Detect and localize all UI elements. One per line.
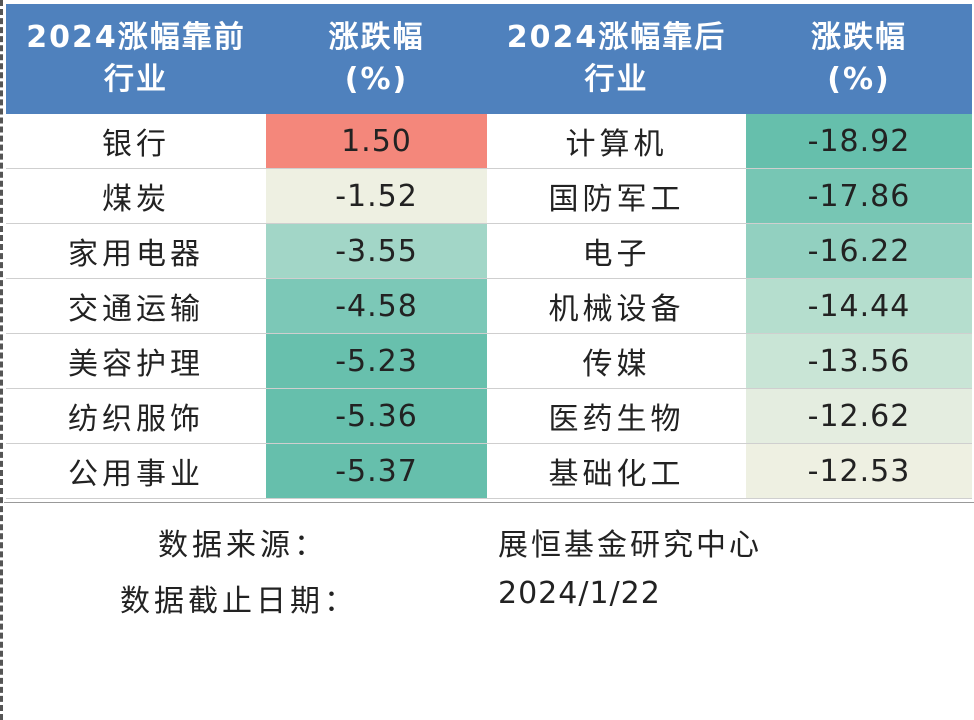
bottom-industry-name: 基础化工 bbox=[487, 443, 746, 499]
table-row: 公用事业 -5.37 基础化工 -12.53 bbox=[6, 443, 972, 499]
top-industry-name: 纺织服饰 bbox=[6, 388, 266, 444]
left-dashed-border bbox=[0, 0, 4, 720]
bottom-industry-name: 电子 bbox=[487, 223, 746, 279]
header-top-industry: 2024涨幅靠前 行业 bbox=[6, 4, 266, 114]
top-industry-name: 美容护理 bbox=[6, 333, 266, 389]
top-industry-name: 交通运输 bbox=[6, 278, 266, 334]
header-bottom-change-line1: 涨跌幅 bbox=[811, 20, 907, 55]
bottom-industry-change: -12.53 bbox=[746, 443, 972, 499]
header-bottom-change: 涨跌幅 (%) bbox=[746, 4, 972, 114]
bottom-industry-change: -13.56 bbox=[746, 333, 972, 389]
top-industry-name: 银行 bbox=[6, 114, 266, 169]
bottom-industry-change: -12.62 bbox=[746, 388, 972, 444]
header-top-industry-line1: 2024涨幅靠前 bbox=[26, 20, 246, 55]
top-industry-change: -3.55 bbox=[266, 223, 487, 279]
bottom-industry-name: 机械设备 bbox=[487, 278, 746, 334]
bottom-industry-change: -17.86 bbox=[746, 168, 972, 224]
table-bottom-divider bbox=[4, 502, 974, 503]
table-row: 交通运输 -4.58 机械设备 -14.44 bbox=[6, 278, 972, 334]
bottom-industry-name: 传媒 bbox=[487, 333, 746, 389]
bottom-industry-change: -16.22 bbox=[746, 223, 972, 279]
top-industry-name: 家用电器 bbox=[6, 223, 266, 279]
table-row: 煤炭 -1.52 国防军工 -17.86 bbox=[6, 168, 972, 224]
header-bottom-industry: 2024涨幅靠后 行业 bbox=[487, 4, 746, 114]
industry-performance-table: 2024涨幅靠前 行业 涨跌幅 (%) 2024涨幅靠后 行业 涨跌幅 (%) bbox=[6, 4, 972, 499]
top-industry-name: 煤炭 bbox=[6, 168, 266, 224]
bottom-industry-change: -18.92 bbox=[746, 114, 972, 169]
header-bottom-industry-line2: 行业 bbox=[584, 62, 649, 97]
header-bottom-industry-line1: 2024涨幅靠后 bbox=[506, 20, 727, 55]
header-bottom-change-line2: (%) bbox=[827, 62, 891, 97]
table-row: 家用电器 -3.55 电子 -16.22 bbox=[6, 223, 972, 279]
top-industry-change: -1.52 bbox=[266, 168, 487, 224]
data-cutoff-date-value: 2024/1/22 bbox=[498, 576, 661, 611]
table-header-row: 2024涨幅靠前 行业 涨跌幅 (%) 2024涨幅靠后 行业 涨跌幅 (%) bbox=[6, 4, 972, 114]
header-top-industry-line2: 行业 bbox=[104, 62, 168, 97]
top-industry-change: -5.23 bbox=[266, 333, 487, 389]
bottom-industry-name: 医药生物 bbox=[487, 388, 746, 444]
data-source-label: 数据来源： bbox=[158, 528, 328, 563]
top-industry-change: -4.58 bbox=[266, 278, 487, 334]
data-cutoff-date-label: 数据截止日期： bbox=[120, 584, 358, 619]
top-industry-name: 公用事业 bbox=[6, 443, 266, 499]
table-row: 美容护理 -5.23 传媒 -13.56 bbox=[6, 333, 972, 389]
top-industry-change: -5.36 bbox=[266, 388, 487, 444]
bottom-industry-change: -14.44 bbox=[746, 278, 972, 334]
top-industry-change: 1.50 bbox=[266, 114, 487, 169]
header-top-change-line2: (%) bbox=[344, 62, 409, 97]
header-top-change-line1: 涨跌幅 bbox=[328, 20, 425, 55]
header-top-change: 涨跌幅 (%) bbox=[266, 4, 487, 114]
table-row: 纺织服饰 -5.36 医药生物 -12.62 bbox=[6, 388, 972, 444]
data-source-value: 展恒基金研究中心 bbox=[498, 528, 762, 563]
table-row: 银行 1.50 计算机 -18.92 bbox=[6, 114, 972, 169]
bottom-industry-name: 计算机 bbox=[487, 114, 746, 169]
top-industry-change: -5.37 bbox=[266, 443, 487, 499]
bottom-industry-name: 国防军工 bbox=[487, 168, 746, 224]
